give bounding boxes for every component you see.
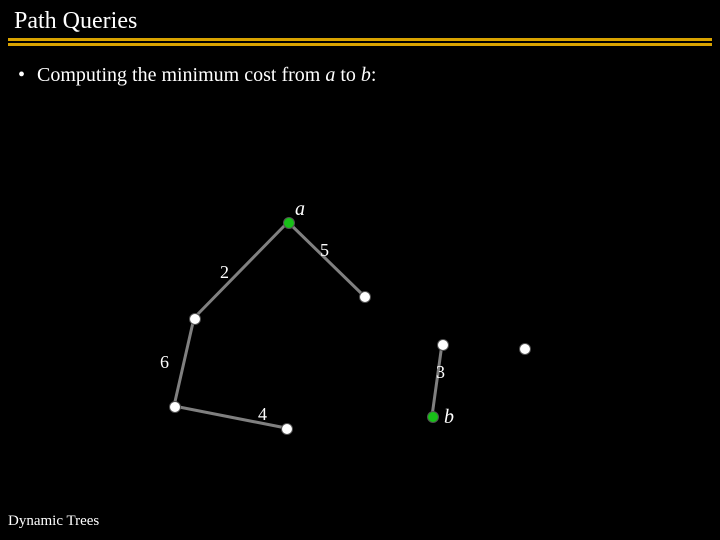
- bullet-marker: •: [18, 64, 32, 87]
- graph-node: [281, 423, 293, 435]
- bullet-line: • Computing the minimum cost from a to b…: [0, 46, 720, 87]
- graph-node: [189, 313, 201, 325]
- edge: [432, 344, 442, 416]
- node-label: b: [444, 406, 454, 429]
- edge-weight-label: 2: [220, 262, 229, 283]
- edge-weight-label: 3: [436, 362, 445, 383]
- graph-node: [169, 401, 181, 413]
- edge: [288, 222, 364, 296]
- graph-node: [519, 343, 531, 355]
- bullet-suffix: :: [371, 64, 377, 86]
- graph-node: [427, 411, 439, 423]
- edge-weight-label: 4: [258, 404, 267, 425]
- node-label: a: [295, 198, 305, 221]
- footer-text: Dynamic Trees: [8, 513, 99, 530]
- title-bar: Path Queries: [0, 0, 720, 41]
- edge: [174, 406, 286, 428]
- edge-weight-label: 6: [160, 352, 169, 373]
- graph-node: [359, 291, 371, 303]
- edge: [174, 318, 194, 406]
- edge: [194, 222, 288, 318]
- bullet-var-b: b: [361, 64, 371, 86]
- bullet-mid: to: [335, 64, 361, 86]
- graph-node: [283, 217, 295, 229]
- edge-weight-label: 5: [320, 240, 329, 261]
- bullet-var-a: a: [325, 64, 335, 86]
- slide-title: Path Queries: [14, 8, 137, 34]
- graph-node: [437, 339, 449, 351]
- bullet-prefix: Computing the minimum cost from: [37, 64, 325, 86]
